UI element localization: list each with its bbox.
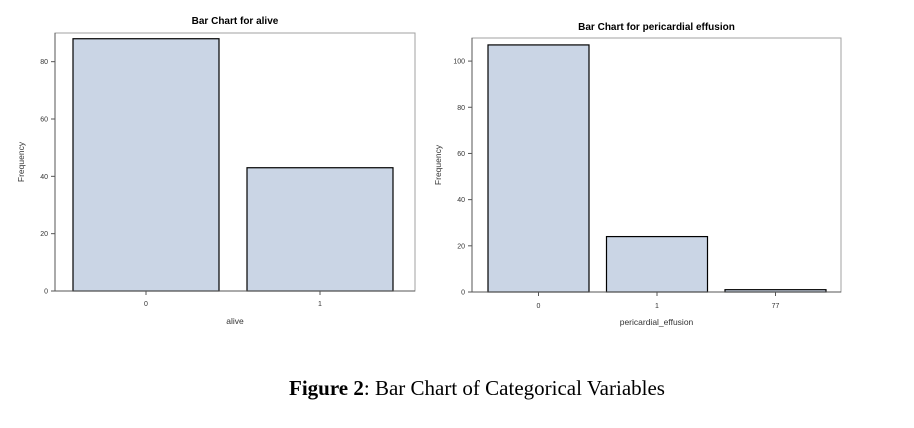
bar-0 [72, 38, 220, 292]
y-axis-label: Frequency [433, 144, 443, 185]
y-tick-label-60: 60 [457, 151, 465, 158]
x-tick-label-77: 77 [772, 303, 780, 310]
y-tick-label-40: 40 [40, 174, 48, 181]
y-tick-label-80: 80 [40, 59, 48, 66]
bar-chart-pericardial-effusion: Bar Chart for pericardial effusion 0 1 77 0 2… [433, 22, 842, 327]
y-axis-label: Frequency [16, 141, 26, 182]
y-tick-label-80: 80 [457, 105, 465, 112]
y-tick-label-20: 20 [40, 231, 48, 238]
bar-0 [487, 44, 590, 293]
x-tick-label-0: 0 [537, 303, 541, 310]
y-tick-label-20: 20 [457, 243, 465, 250]
y-tick-label-40: 40 [457, 197, 465, 204]
bar-1 [605, 235, 709, 293]
y-tick-label-0: 0 [44, 289, 48, 296]
figure-caption: Figure 2: Bar Chart of Categorical Varia… [0, 376, 914, 401]
chart-title: Bar Chart for pericardial effusion [578, 22, 735, 33]
y-tick-label-100: 100 [453, 59, 465, 66]
x-axis-label: alive [226, 316, 244, 326]
chart-title: Bar Chart for alive [192, 16, 279, 27]
figure-caption-label: Figure 2 [289, 376, 364, 400]
x-tick-label-1: 1 [318, 301, 322, 308]
bar-1 [246, 167, 394, 292]
x-tick-label-0: 0 [144, 301, 148, 308]
x-axis-label: pericardial_effusion [620, 317, 694, 327]
y-tick-label-60: 60 [40, 117, 48, 124]
figure-caption-text: : Bar Chart of Categorical Variables [363, 376, 665, 400]
x-tick-label-1: 1 [655, 303, 659, 310]
y-tick-label-0: 0 [461, 290, 465, 297]
